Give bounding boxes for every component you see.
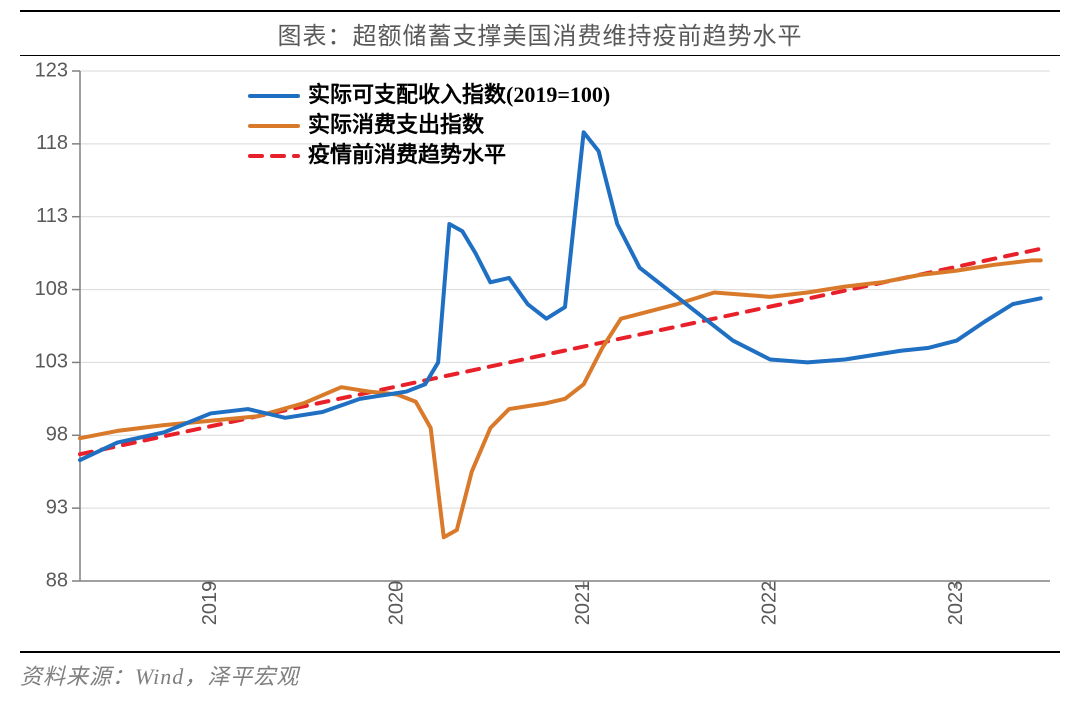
svg-text:2020: 2020: [385, 581, 407, 626]
svg-text:98: 98: [46, 424, 68, 446]
legend-label: 实际消费支出指数: [308, 112, 485, 137]
svg-text:2021: 2021: [572, 581, 594, 626]
source-text: 资料来源：Wind，泽平宏观: [20, 659, 1060, 691]
svg-text:113: 113: [36, 205, 68, 227]
svg-text:2023: 2023: [945, 581, 967, 626]
income-line: [80, 132, 1041, 460]
svg-text:93: 93: [46, 496, 68, 518]
svg-text:108: 108: [35, 278, 68, 300]
consumption-line: [80, 260, 1041, 537]
source-row: 资料来源：Wind，泽平宏观: [20, 651, 1060, 691]
legend-label: 实际可支配收入指数(2019=100): [308, 82, 610, 107]
svg-text:2022: 2022: [758, 581, 780, 626]
chart-svg: 88 93 98 103 108 113 118 123 2019 2020 2021 2022 202…: [20, 61, 1060, 651]
svg-text:103: 103: [35, 351, 68, 373]
svg-text:2019: 2019: [199, 581, 221, 626]
svg-text:123: 123: [35, 61, 68, 81]
chart-title: 图表：超额储蓄支撑美国消费维持疫前趋势水平: [278, 16, 803, 51]
svg-text:118: 118: [36, 132, 68, 154]
chart-area: 88 93 98 103 108 113 118 123 2019 2020 2021 2022 202…: [20, 61, 1060, 651]
svg-text:88: 88: [46, 569, 68, 591]
legend-label: 疫情前消费趋势水平: [308, 142, 506, 167]
chart-title-row: 图表：超额储蓄支撑美国消费维持疫前趋势水平: [20, 10, 1060, 56]
